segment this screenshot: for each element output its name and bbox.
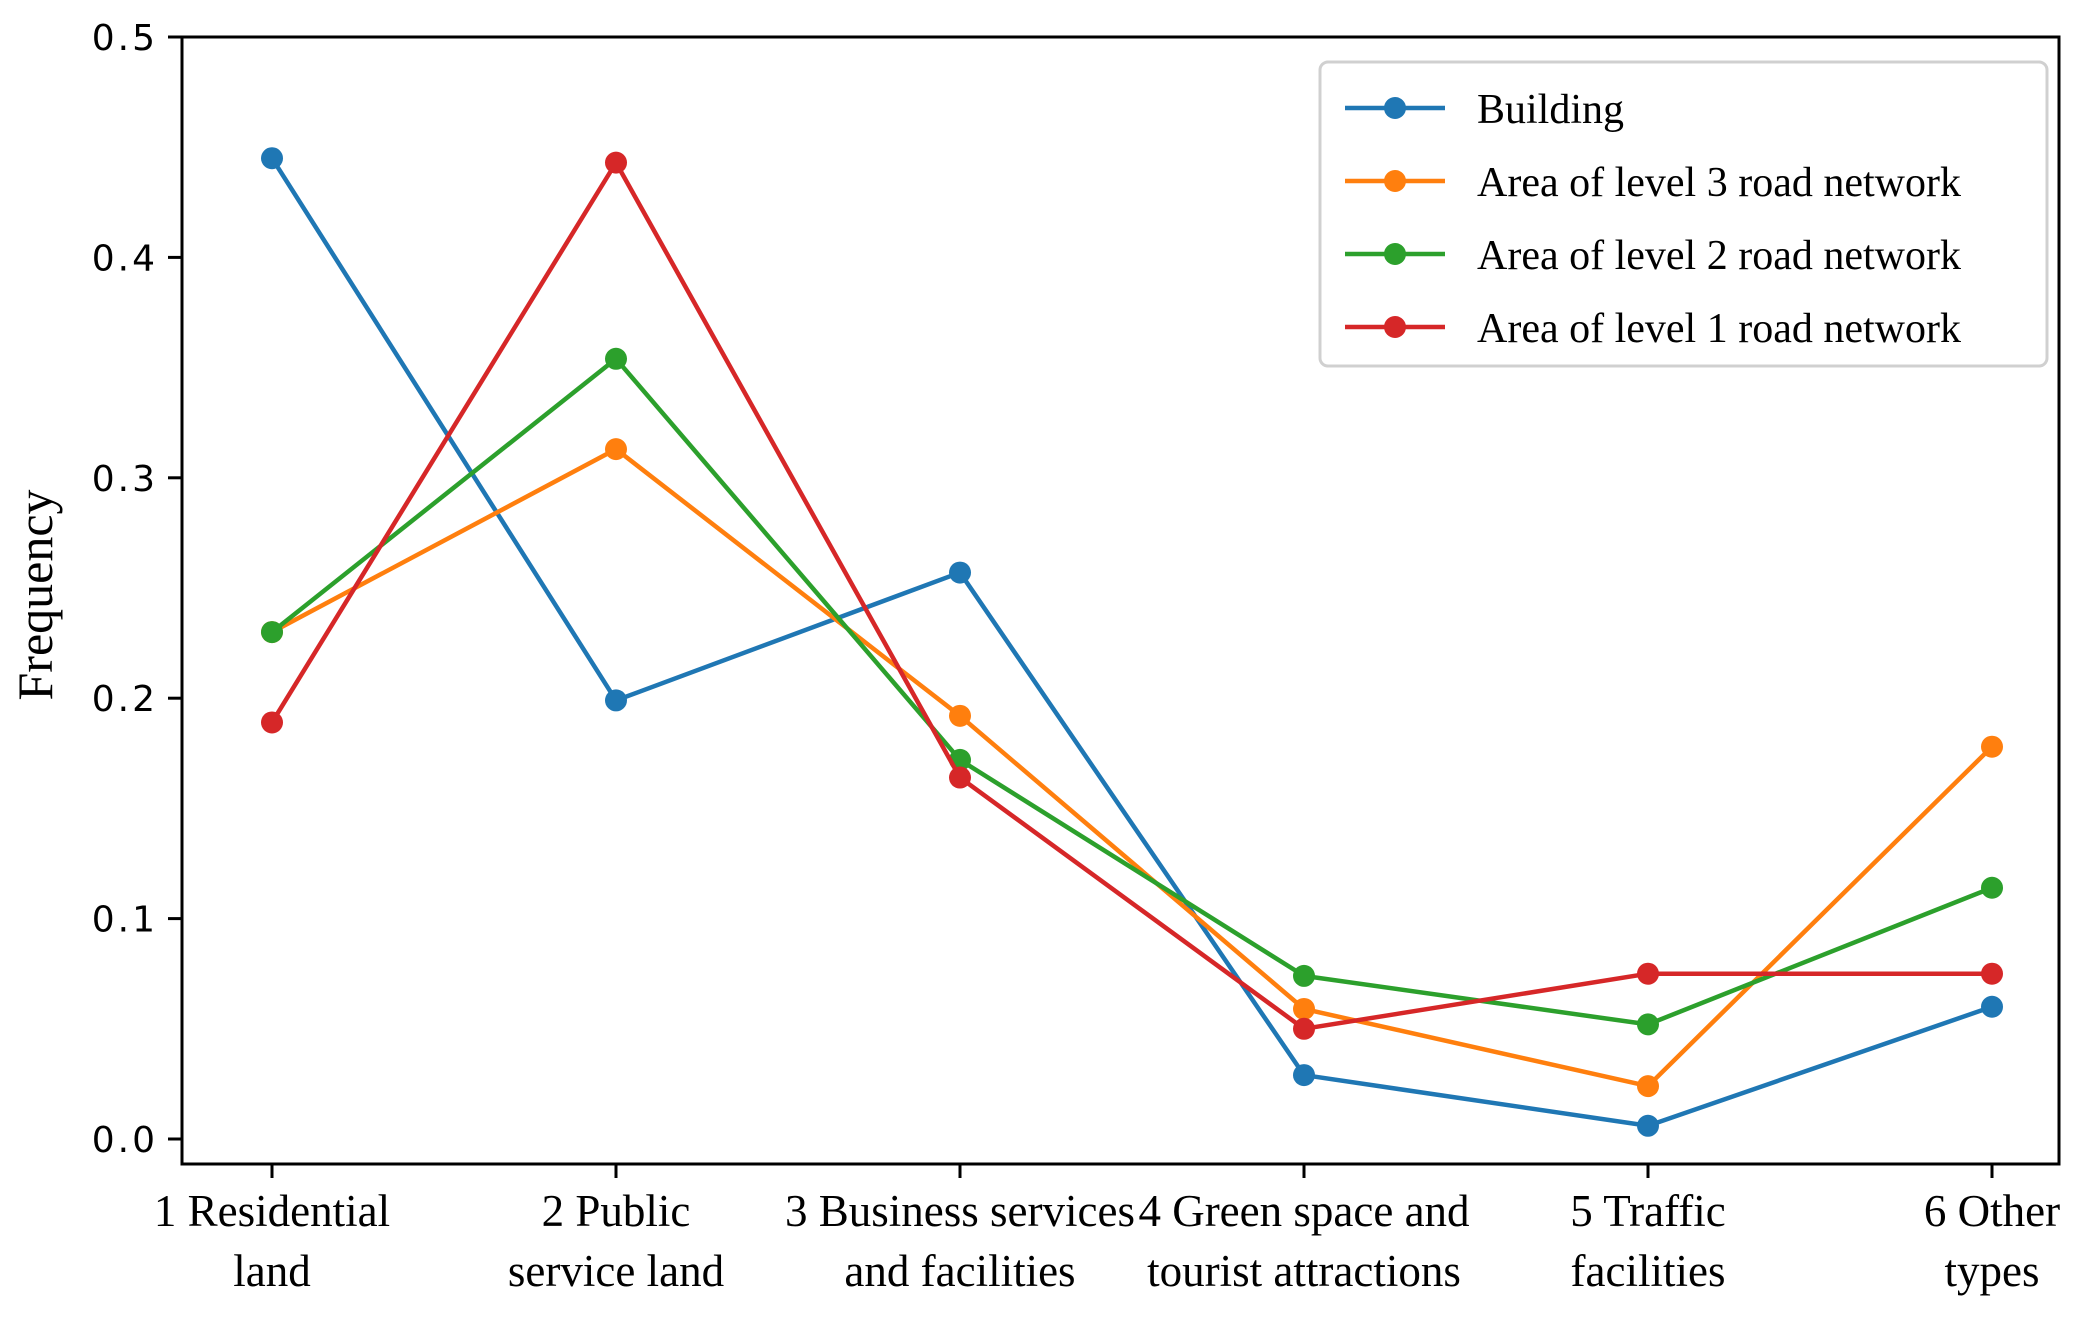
series-2 [261,438,2003,1098]
legend-entry: Area of level 3 road network [1345,160,1961,206]
data-point [1981,995,2003,1018]
y-tick-label: 0.0 [92,1120,158,1161]
series-3 [261,347,2003,1036]
y-tick-label: 0.5 [92,18,158,59]
x-tick-label-line: 6 Other [1924,1186,2060,1236]
series-layer [261,147,2003,1137]
data-point [1293,964,1315,987]
legend-label: Area of level 3 road network [1477,160,1961,206]
legend-label: Building [1477,87,1624,133]
x-tick-label: 4 Green space and tourist attractions [1138,1186,1469,1296]
series-line [270,160,1992,1032]
series-line [270,446,1994,1089]
x-tick-label-line: and facilities [844,1246,1075,1296]
data-point [949,766,971,789]
legend-entry: Building [1345,87,1624,133]
x-tick-label-line: land [233,1246,310,1296]
data-point [1637,1114,1659,1137]
x-tick-label: 3 Business services and facilities [785,1186,1135,1296]
x-tick-label-line: 2 Public [542,1186,691,1236]
legend-label: Area of level 2 road network [1477,233,1961,279]
legend: Building Area of level 3 road network Area… [1318,60,2049,368]
y-tick-label: 0.2 [92,679,158,720]
x-tick-label: 2 Public service land [508,1186,724,1296]
x-tick-label-line: facilities [1571,1246,1726,1296]
x-tick-label-line: tourist attractions [1147,1246,1461,1296]
x-tick-label-line: 5 Traffic [1570,1186,1725,1236]
data-point [605,438,627,461]
series-4 [261,151,2003,1040]
plot-frame [180,35,2061,1166]
data-point [261,147,283,170]
legend-marker [1384,97,1406,119]
x-tick-label-line: 3 Business services [785,1186,1135,1236]
y-tick-label: 0.4 [92,238,158,279]
data-point [1637,962,1659,985]
legend-marker [1384,243,1406,265]
data-point [261,621,283,644]
x-tick-label-line: 1 Residential [154,1186,390,1236]
x-tick-label: 5 Traffic facilities [1570,1186,1725,1296]
x-tick-label-line: types [1945,1246,2040,1296]
data-point [1637,1075,1659,1098]
y-tick-label: 0.1 [92,900,158,941]
legend-entry: Area of level 2 road network [1345,233,1961,279]
data-point [949,561,971,584]
legend-entry: Area of level 1 road network [1345,306,1961,352]
data-point [1981,962,2003,985]
legend-box [1318,60,2049,368]
data-point [605,347,627,370]
x-ticks: 1 Residential land 2 Public service land 3 B… [154,1164,2060,1296]
x-tick-label-line: 4 Green space and [1138,1186,1469,1236]
legend-label: Area of level 1 road network [1477,306,1961,352]
series-line [270,356,1993,1027]
legend-marker [1384,170,1406,192]
x-tick-label-line: service land [508,1246,724,1296]
y-ticks: 0.0 0.1 0.2 0.3 0.4 0.5 [92,18,182,1161]
data-point [1293,1064,1315,1087]
x-tick-label: 1 Residential land [154,1186,390,1296]
x-tick-label: 6 Other types [1924,1186,2060,1296]
legend-marker [1384,316,1406,338]
data-point [605,689,627,712]
data-point [1293,997,1315,1020]
data-point [261,711,283,734]
data-point [605,151,627,174]
data-point [1981,735,2003,758]
series-1 [261,147,2003,1137]
series-line [270,157,1993,1129]
data-point [949,704,971,727]
data-point [1637,1013,1659,1036]
y-tick-label: 0.3 [92,459,158,500]
y-axis-label: Frequency [7,489,63,700]
data-point [1981,876,2003,899]
data-point [1293,1017,1315,1040]
